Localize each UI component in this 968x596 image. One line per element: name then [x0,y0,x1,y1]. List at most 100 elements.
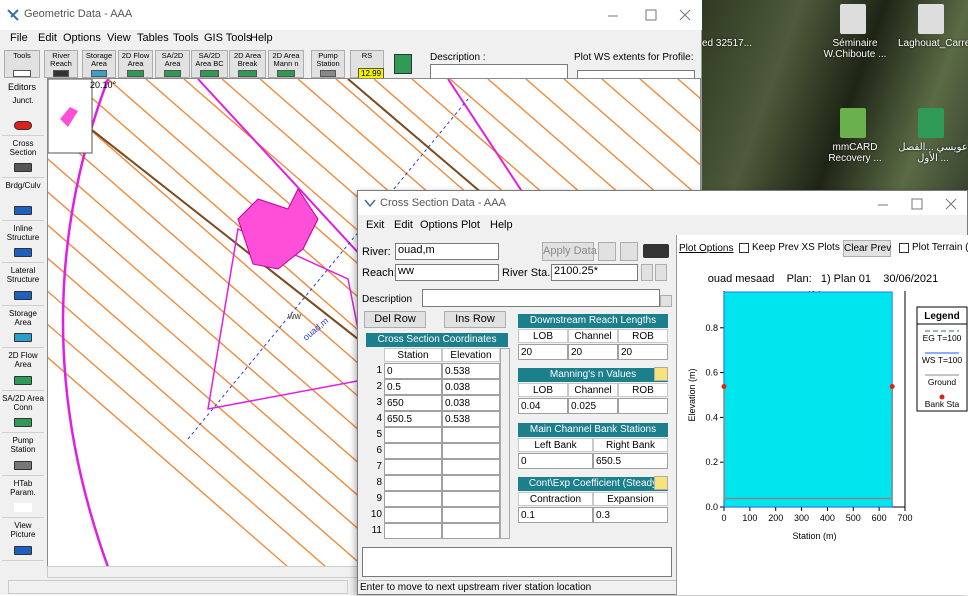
editor-button[interactable]: Lateral Structure [2,263,44,306]
table-cell[interactable]: 650 [384,395,442,411]
menu-item[interactable]: Tables [137,32,169,44]
editor-button[interactable]: Inline Structure [2,221,44,263]
window-controls[interactable] [868,195,964,213]
table-cell[interactable]: 0.038 [442,395,500,411]
table-cell[interactable] [442,475,500,491]
river-sta-combo[interactable]: 2100.25* [551,264,638,281]
prev-station[interactable] [641,264,653,281]
editor-button[interactable]: HTab Param. [2,476,44,518]
table-cell[interactable] [442,507,500,523]
description-button[interactable] [660,295,672,307]
editor-button[interactable]: Pump Station [2,433,44,476]
menu-item[interactable]: Edit [38,32,57,44]
table-cell[interactable] [442,491,500,507]
menu-item[interactable]: File [10,32,28,44]
table-cell[interactable] [384,523,442,539]
table-cell[interactable] [384,491,442,507]
table-cell[interactable] [384,475,442,491]
help-button[interactable] [654,367,668,381]
editor-button[interactable]: SA/2D Area Conn [2,391,44,433]
desktop-icon[interactable] [918,4,944,34]
toolbar-button[interactable]: Tools [4,50,40,78]
pi-icon[interactable] [394,54,412,74]
checkbox[interactable] [739,243,749,253]
window-controls[interactable] [600,6,696,24]
desktop-icon-label[interactable]: Laghouat_Carre [898,38,968,49]
toolbar-button[interactable]: 2D Area Break Lines [229,50,266,78]
desktop-icon-label[interactable]: عويسي ...الفصل الأول ... [898,142,968,164]
table-cell[interactable] [384,443,442,459]
menu-item[interactable]: GIS Tools [204,32,252,44]
editor-button[interactable]: 2D Flow Area [2,348,44,391]
checkbox[interactable] [899,243,909,253]
menu-item[interactable]: Exit [366,219,385,231]
toolbar-button[interactable]: SA/2D Area BC Lines [191,50,228,78]
editor-button[interactable]: Cross Section [2,136,44,178]
table-cell[interactable]: 0.04 [518,398,568,414]
toolbar-button[interactable]: SA/2D Area Conn [155,50,190,78]
toolbar-button[interactable]: 2D Flow Area [118,50,153,78]
desktop-icon-label[interactable]: mmCARD Recovery ... [828,142,882,164]
del-row-button[interactable]: Del Row [364,311,426,328]
table-cell[interactable]: 0.538 [442,411,500,427]
menu-item[interactable]: Help [250,32,273,44]
table-cell[interactable]: 0.5 [384,379,442,395]
table-cell[interactable]: 0 [518,453,593,469]
table-cell[interactable] [442,443,500,459]
table-cell[interactable] [384,427,442,443]
menu-item[interactable]: Options [63,32,101,44]
editor-label: Lateral Structure [6,266,40,284]
desktop-icon[interactable] [840,108,866,138]
help-button[interactable] [654,476,668,490]
desktop-icon[interactable] [840,4,866,34]
notes-field[interactable] [362,547,672,577]
table-cell[interactable] [442,459,500,475]
menu-item[interactable]: Tools [173,32,199,44]
tool-button[interactable] [620,242,638,261]
river-combo[interactable]: ouad,m [395,243,499,260]
table-cell[interactable]: 0.038 [442,379,500,395]
toolbar-label: River Reach [50,52,72,68]
table-cell[interactable] [384,507,442,523]
plot-options-link[interactable]: Plot Options [679,243,734,254]
description-field[interactable] [422,289,660,307]
editor-button[interactable]: Storage Area [2,306,44,348]
desktop-icon-label[interactable]: Séminaire W.Chiboute ... [823,38,887,60]
editor-button[interactable]: Brdg/Culv [2,178,44,221]
tool-button[interactable] [598,242,616,261]
clear-prev-button[interactable]: Clear Prev [843,240,891,257]
table-cell[interactable] [442,427,500,443]
table-cell[interactable]: 20 [568,344,618,360]
menu-item[interactable]: Help [490,219,513,231]
table-cell[interactable]: 650.5 [593,453,668,469]
table-cell[interactable]: 20 [518,344,568,360]
table-cell[interactable]: 0.025 [568,398,618,414]
toolbar-button[interactable]: Pump Station [311,50,345,78]
table-cell[interactable]: 0 [384,363,442,379]
toolbar-button[interactable]: 2D Area Mann n Regions [268,50,304,78]
table-cell[interactable] [442,523,500,539]
table-cell[interactable]: 0.538 [442,363,500,379]
ins-row-button[interactable]: Ins Row [444,311,506,328]
desktop-icon[interactable] [918,108,944,138]
table-cell[interactable] [384,459,442,475]
toolbar-button[interactable]: Storage Area [82,50,116,78]
desktop-icon-label[interactable]: ed 32517... [702,38,753,49]
table-cell[interactable]: 0.3 [593,507,668,523]
next-station[interactable] [655,264,667,281]
menu-item[interactable]: Options [420,219,458,231]
toolbar-button[interactable]: River Reach [44,50,78,78]
menu-item[interactable]: Plot [461,219,480,231]
editor-button[interactable]: View Picture [2,518,44,561]
reach-combo[interactable]: ww [395,264,499,281]
table-cell[interactable]: 0.1 [518,507,593,523]
apply-data-button[interactable]: Apply Data [542,242,597,261]
editor-button[interactable]: Junct. [2,93,44,136]
tool-icon[interactable] [643,244,669,258]
v-scrollbar[interactable] [500,348,510,539]
table-cell[interactable] [618,398,668,414]
table-cell[interactable]: 20 [618,344,668,360]
menu-item[interactable]: View [107,32,131,44]
table-cell[interactable]: 650.5 [384,411,442,427]
menu-item[interactable]: Edit [394,219,413,231]
